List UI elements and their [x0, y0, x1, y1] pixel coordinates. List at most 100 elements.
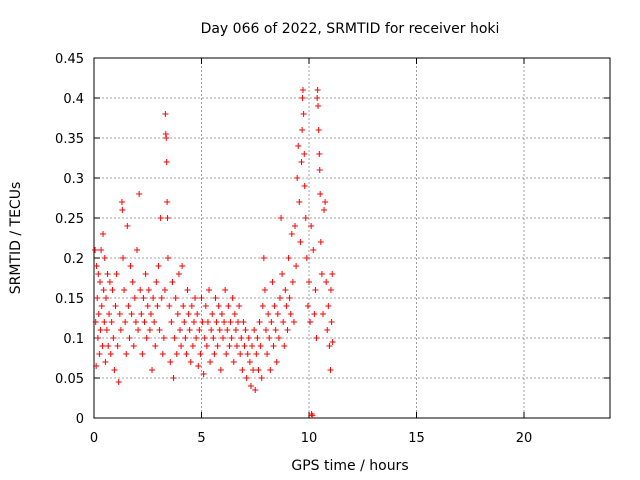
data-point	[130, 343, 137, 349]
data-point	[299, 87, 306, 93]
data-point	[254, 335, 261, 341]
data-point	[276, 295, 283, 301]
data-point	[94, 335, 101, 341]
data-point	[119, 207, 126, 213]
data-point	[280, 319, 287, 325]
data-point	[217, 367, 224, 373]
y-tick-label: 0.25	[55, 212, 84, 227]
data-point	[309, 412, 316, 419]
data-point	[213, 319, 220, 325]
data-point	[153, 279, 160, 285]
data-point	[141, 319, 148, 325]
data-point	[296, 199, 303, 205]
data-point	[244, 351, 251, 357]
data-point	[329, 339, 336, 345]
data-point	[201, 335, 208, 341]
data-point	[160, 335, 167, 341]
data-point	[138, 311, 145, 317]
data-point	[238, 335, 245, 341]
data-point	[99, 343, 106, 349]
x-tick-label: 5	[197, 431, 205, 446]
data-point	[289, 279, 296, 285]
data-point	[101, 319, 108, 325]
data-point	[264, 351, 271, 357]
data-point	[218, 311, 225, 317]
data-point	[319, 311, 326, 317]
data-point	[240, 319, 247, 325]
data-point	[322, 199, 329, 205]
data-point	[299, 95, 306, 101]
data-point	[263, 327, 269, 333]
data-point	[281, 343, 288, 349]
data-point	[252, 387, 259, 393]
data-point	[155, 263, 162, 269]
data-point	[108, 319, 115, 325]
y-tick-label: 0.4	[63, 92, 84, 107]
y-tick-label: 0.15	[55, 292, 84, 307]
data-point	[114, 343, 121, 349]
data-point	[286, 295, 293, 301]
data-point	[313, 335, 320, 341]
data-point	[315, 127, 322, 133]
data-point	[237, 351, 244, 357]
data-point	[109, 287, 116, 293]
data-point	[143, 335, 150, 341]
data-point	[224, 327, 231, 333]
data-point	[177, 327, 183, 333]
data-point	[115, 379, 122, 385]
data-point	[127, 263, 134, 269]
data-point	[122, 319, 129, 325]
data-point	[98, 303, 105, 309]
data-point	[158, 295, 165, 301]
y-axis: 0 0.05 0.1 0.15 0.2 0.25 0.3 0.35 0.4 0.45	[55, 52, 610, 427]
data-point	[242, 327, 249, 333]
data-point	[118, 199, 125, 205]
data-point	[184, 287, 191, 293]
data-point	[327, 287, 334, 293]
data-point	[172, 295, 179, 301]
chart-title: Day 066 of 2022, SRMTID for receiver hok…	[201, 21, 500, 37]
data-point	[311, 311, 318, 317]
data-point	[190, 319, 197, 325]
data-point	[299, 127, 306, 133]
data-point	[199, 319, 206, 325]
data-point	[173, 351, 180, 357]
data-point	[154, 303, 161, 309]
data-point	[266, 335, 273, 341]
data-point	[139, 351, 146, 357]
data-point	[316, 151, 323, 157]
data-point	[272, 327, 279, 333]
data-point	[227, 319, 234, 325]
data-point	[226, 343, 233, 349]
data-point	[220, 335, 226, 341]
x-axis: 0 5 10 15 20	[90, 58, 532, 446]
data-point	[278, 215, 285, 221]
data-point	[325, 303, 332, 309]
data-point	[157, 215, 164, 221]
data-point	[110, 335, 117, 341]
data-point	[95, 271, 102, 277]
data-point	[106, 311, 113, 317]
y-tick-label: 0.2	[63, 252, 84, 267]
data-point	[171, 335, 178, 341]
data-point	[169, 279, 176, 285]
data-point	[189, 343, 196, 349]
data-point	[215, 303, 222, 309]
data-point	[185, 311, 192, 317]
data-point	[236, 303, 243, 309]
data-point	[97, 327, 104, 333]
data-point	[125, 303, 132, 309]
data-point	[243, 375, 250, 381]
data-point	[210, 335, 217, 341]
data-point	[93, 263, 100, 269]
data-point	[156, 327, 163, 333]
data-point	[302, 215, 309, 221]
data-point	[265, 311, 272, 317]
data-point	[308, 223, 315, 229]
data-point	[94, 295, 101, 301]
data-point	[198, 295, 205, 301]
data-point	[221, 319, 228, 325]
data-point	[132, 319, 139, 325]
data-point	[134, 247, 140, 253]
data-point	[326, 343, 333, 349]
